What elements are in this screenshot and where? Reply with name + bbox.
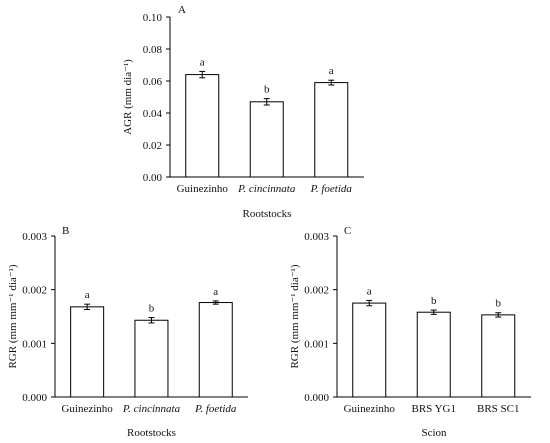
x-axis-title: Rootstocks [243, 208, 292, 220]
y-tick-label: 0.02 [143, 140, 162, 152]
y-tick-label: 0.003 [22, 231, 47, 243]
bar [134, 319, 169, 398]
significance-letter: b [149, 303, 155, 315]
bar [352, 302, 387, 398]
x-category-label: P. foetida [310, 183, 353, 195]
panel-a-agr-chart: 0.00 0.02 0.04 0.06 0.08 0.10 a Guinezinho b P. c… [122, 4, 364, 220]
significance-letter: a [200, 56, 205, 68]
panel-letter: A [178, 4, 186, 16]
panel-c-rgr-scion-chart: 0.000 0.001 0.002 0.003 a Guinezinho b BRS YG1 b… [289, 225, 531, 439]
x-category-label: P. cincinnata [237, 183, 296, 195]
y-tick-label: 0.001 [22, 338, 47, 350]
y-axis-title: RGR (mm mm⁻¹ dia⁻¹) [289, 264, 301, 368]
significance-letter: b [264, 84, 270, 96]
x-category-label: BRS YG1 [411, 403, 456, 415]
y-tick-label: 0.04 [143, 108, 163, 120]
y-tick-label: 0.00 [143, 172, 163, 184]
y-tick-label: 0.08 [143, 44, 163, 56]
panel-letter: B [62, 225, 69, 237]
significance-letter: a [367, 285, 372, 297]
significance-letter: b [431, 295, 437, 307]
y-tick-label: 0.002 [22, 285, 47, 297]
panel-letter: C [344, 225, 351, 237]
x-axis-title: Rootstocks [127, 427, 176, 439]
y-tick-label: 0.002 [304, 285, 329, 297]
y-tick-label: 0.06 [143, 76, 163, 88]
y-tick-label: 0.000 [304, 392, 329, 404]
y-axis-title: RGR (mm mm⁻¹ dia⁻¹) [7, 264, 19, 368]
x-category-label: P. cincinnata [122, 403, 181, 415]
panel-b-rgr-rootstocks-chart: 0.000 0.001 0.002 0.003 a Guinezinho b P. cinci… [7, 225, 248, 439]
x-category-label: P. foetida [194, 403, 237, 415]
y-tick-label: 0.000 [22, 392, 47, 404]
x-category-label: Guinezinho [61, 403, 113, 415]
bar [70, 306, 105, 398]
bar [416, 311, 451, 398]
y-tick-label: 0.10 [143, 12, 163, 24]
bar [314, 82, 349, 178]
y-tick-label: 0.001 [304, 338, 329, 350]
significance-letter: a [329, 65, 334, 77]
bar [185, 74, 220, 178]
y-tick-label: 0.003 [304, 231, 329, 243]
x-axis-title: Scion [421, 427, 447, 439]
bar [481, 314, 516, 398]
significance-letter: a [85, 289, 90, 301]
y-axis-title: AGR (mm dia⁻¹) [122, 59, 134, 135]
x-category-label: BRS SC1 [477, 403, 520, 415]
x-category-label: Guinezinho [344, 403, 396, 415]
bar [249, 101, 284, 178]
significance-letter: b [496, 298, 502, 310]
bar [198, 302, 233, 398]
significance-letter: a [213, 286, 218, 298]
x-category-label: Guinezinho [177, 183, 229, 195]
